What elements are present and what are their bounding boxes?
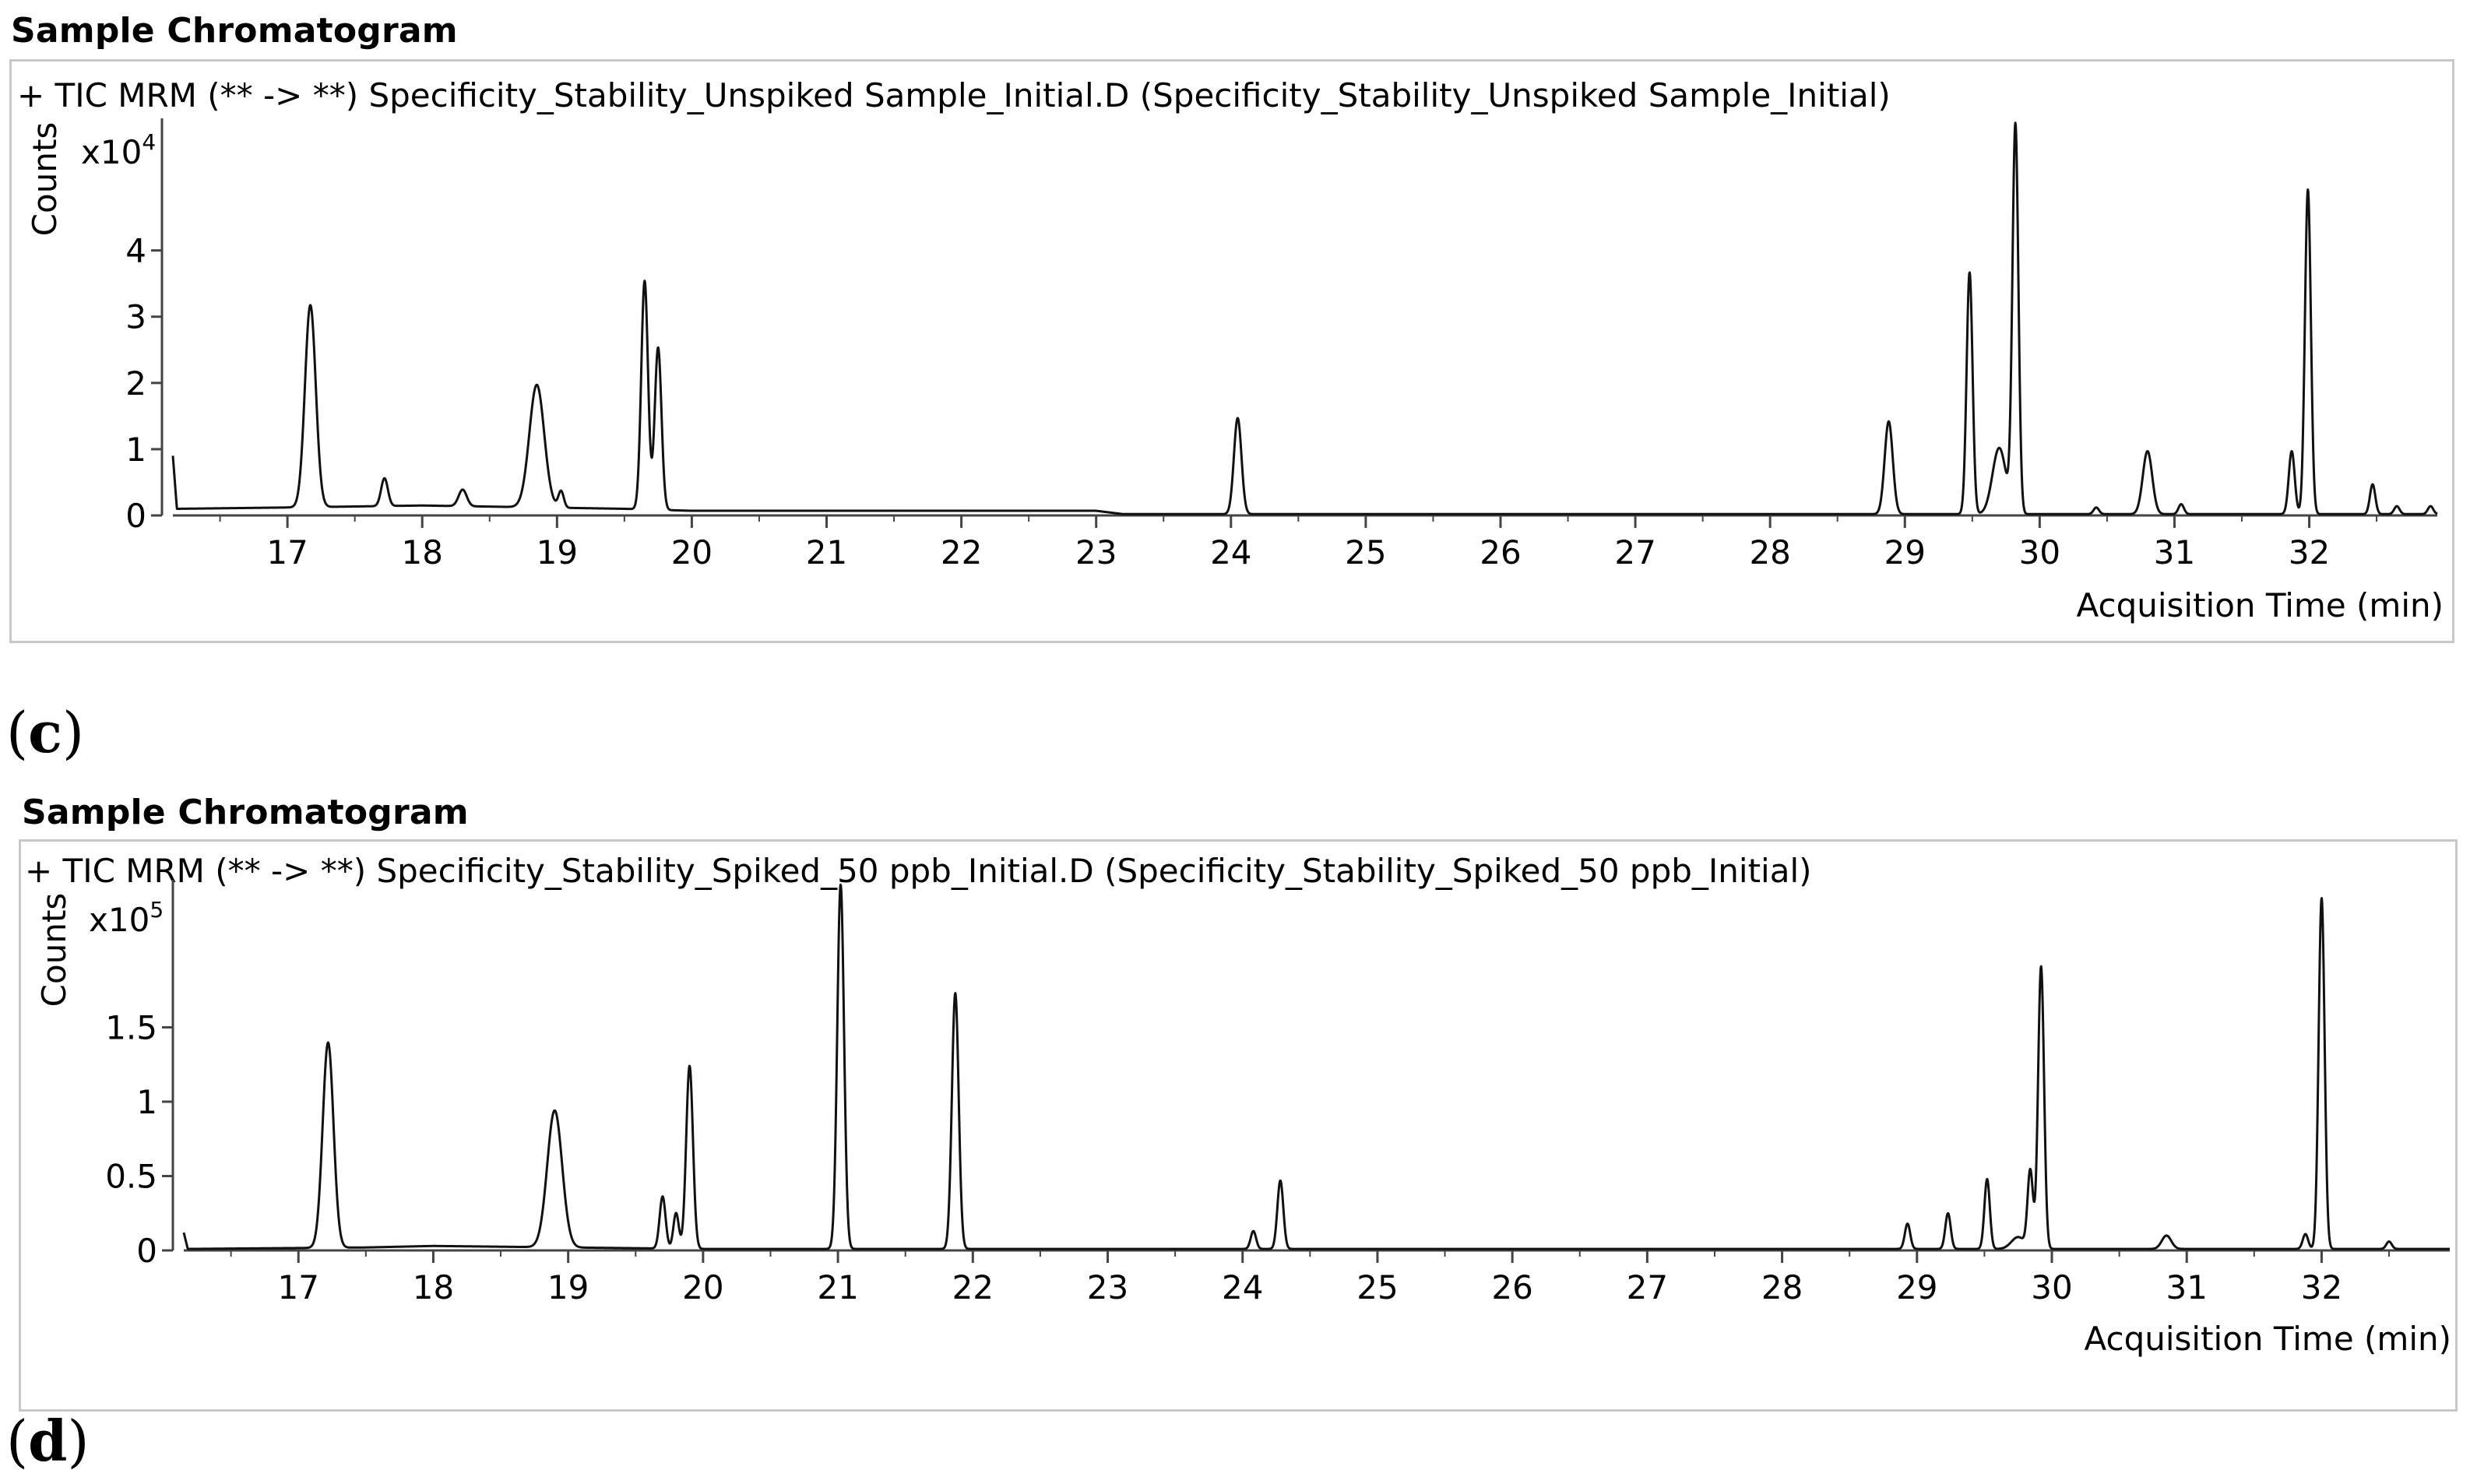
panel-d-x-tick-label: 19 <box>547 1268 589 1306</box>
panel-c-x-tick-label: 32 <box>2289 533 2330 571</box>
panel-d-x-tick-label: 28 <box>1761 1268 1803 1306</box>
panel-d-frame <box>19 839 2458 1412</box>
panel-d-title: Sample Chromatogram <box>22 793 469 832</box>
panel-c-x-tick-label: 25 <box>1345 533 1386 571</box>
panel-d-x-tick-label: 17 <box>278 1268 319 1306</box>
panel-d-y-tick-label: 1 <box>136 1083 157 1121</box>
panel-d-x-tick-label: 30 <box>2031 1268 2072 1306</box>
panel-c-trace-label: + TIC MRM (** -> **) Specificity_Stabili… <box>17 76 1891 114</box>
panel-c-letter: (c) <box>6 699 85 765</box>
panel-c-x-tick-label: 26 <box>1480 533 1521 571</box>
panel-d-y-tick-label: 0 <box>136 1232 157 1270</box>
panel-c-x-tick-label: 20 <box>671 533 712 571</box>
panel-d-x-axis-label: Acquisition Time (min) <box>2085 1320 2452 1358</box>
panel-c-x-tick-label: 31 <box>2154 533 2195 571</box>
panel-c-y-axis-label: Counts <box>26 122 64 237</box>
panel-d-x-tick-label: 23 <box>1087 1268 1128 1306</box>
panel-c-y-tick-label: 1 <box>125 431 146 469</box>
panel-c-x-tick-label: 29 <box>1884 533 1926 571</box>
panel-c-x-axis-label: Acquisition Time (min) <box>2077 586 2444 624</box>
panel-c-x-tick-label: 17 <box>266 533 308 571</box>
panel-c-y-tick-label: 0 <box>125 497 146 535</box>
panel-d-chromatogram-trace <box>182 883 2451 1250</box>
panel-d-x-tick-label: 32 <box>2301 1268 2342 1306</box>
panel-c-x-tick-label: 28 <box>1749 533 1790 571</box>
panel-d-x-tick-label: 29 <box>1896 1268 1937 1306</box>
panel-c-frame <box>9 59 2454 643</box>
panel-c-x-tick-label: 18 <box>401 533 442 571</box>
panel-c-x-tick-label: 30 <box>2019 533 2060 571</box>
panel-c-y-tick-label: 2 <box>125 364 146 403</box>
panel-c-x-tick-label: 23 <box>1075 533 1117 571</box>
panel-c-x-tick-label: 24 <box>1210 533 1251 571</box>
panel-d-x-tick-label: 21 <box>817 1268 858 1306</box>
panel-c-y-tick-label: 4 <box>125 232 146 270</box>
panel-d-x-tick-label: 20 <box>682 1268 723 1306</box>
panel-d-x-tick-label: 31 <box>2166 1268 2208 1306</box>
panel-d-x-tick-label: 25 <box>1356 1268 1398 1306</box>
panel-d-y-multiplier: x105 <box>89 897 164 939</box>
panel-d-x-tick-label: 27 <box>1627 1268 1668 1306</box>
panel-c-x-tick-label: 27 <box>1614 533 1655 571</box>
panel-d-x-tick-label: 18 <box>413 1268 454 1306</box>
panel-c-chromatogram-trace <box>171 121 2439 515</box>
panel-d-x-tick-label: 24 <box>1222 1268 1263 1306</box>
panel-d-trace-label: + TIC MRM (** -> **) Specificity_Stabili… <box>25 852 1812 890</box>
panel-c-x-tick-label: 19 <box>537 533 578 571</box>
panel-c-title: Sample Chromatogram <box>11 11 458 51</box>
panel-d-x-tick-label: 22 <box>952 1268 994 1306</box>
panel-d-x-tick-label: 26 <box>1491 1268 1532 1306</box>
panel-c-x-tick-label: 22 <box>941 533 982 571</box>
panel-c-y-tick-label: 3 <box>125 298 146 336</box>
panel-d-y-tick-label: 1.5 <box>105 1008 157 1046</box>
panel-c-x-tick-label: 21 <box>806 533 847 571</box>
panel-d-y-axis-label: Counts <box>35 893 73 1008</box>
panel-d-letter: (d) <box>6 1408 90 1474</box>
panel-d-y-tick-label: 0.5 <box>105 1157 157 1195</box>
panel-c-y-multiplier: x104 <box>81 129 156 171</box>
